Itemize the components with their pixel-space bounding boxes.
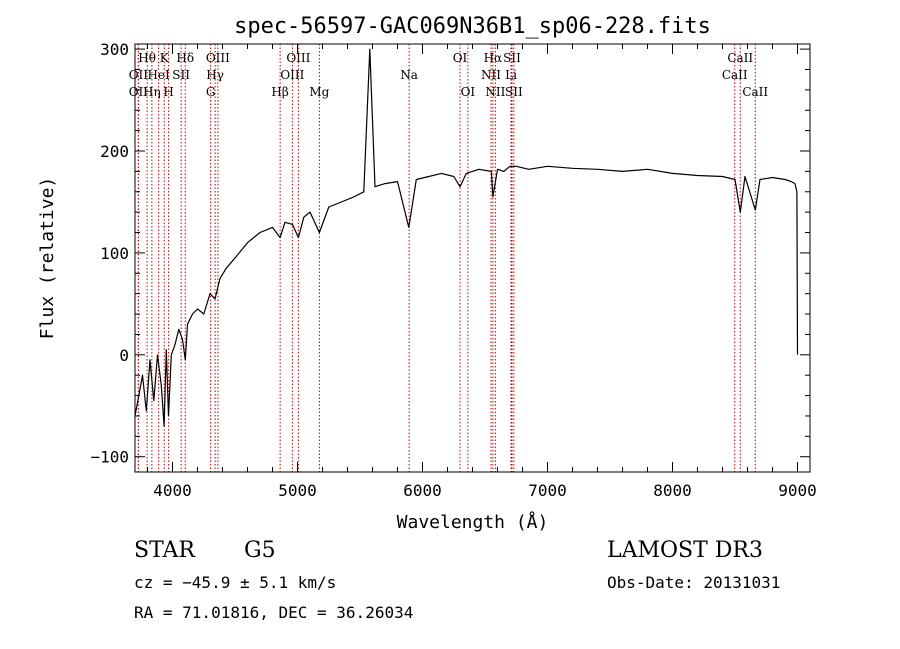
- line-label-22: Li: [505, 68, 517, 82]
- line-label-21: NII: [485, 85, 505, 99]
- line-label-19: NII: [481, 68, 501, 82]
- line-label-1: Hθ: [138, 51, 156, 65]
- line-label-26: CaII: [727, 51, 753, 65]
- line-label-27: CaII: [742, 85, 768, 99]
- line-label-8: Hδ: [176, 51, 194, 65]
- line-label-5: K: [160, 51, 170, 65]
- y-axis-label: Flux (relative): [37, 177, 58, 340]
- line-label-0: OII: [129, 85, 149, 99]
- line-label-25: CaII: [722, 68, 748, 82]
- line-label-24: SII: [505, 85, 523, 99]
- x-tick-label-5: 9000: [778, 481, 817, 500]
- object-subclass: G5: [244, 538, 276, 563]
- x-tick-label-0: 4000: [153, 481, 192, 500]
- line-label-12: Hβ: [271, 85, 288, 99]
- x-tick-label-1: 5000: [278, 481, 317, 500]
- coords-text: RA = 71.01816, DEC = 36.26034: [134, 603, 414, 622]
- flux-line: [134, 48, 799, 427]
- x-tick-label-2: 6000: [403, 481, 442, 500]
- y-tick-label-0: −100: [90, 448, 129, 467]
- y-tick-label-4: 300: [100, 40, 129, 59]
- line-label-13: OIII: [280, 68, 304, 82]
- line-label-2: OII: [129, 68, 149, 82]
- obs-date-text: Obs-Date: 20131031: [607, 573, 781, 592]
- plot-frame: [134, 43, 811, 473]
- line-label-20: Hα: [484, 51, 503, 65]
- line-label-16: Na: [400, 68, 418, 82]
- redshift-text: cz = −45.9 ± 5.1 km/s: [134, 573, 337, 592]
- x-tick-label-4: 8000: [653, 481, 692, 500]
- y-tick-label-1: 0: [119, 346, 129, 365]
- line-label-6: H: [163, 85, 173, 99]
- line-label-23: SII: [503, 51, 521, 65]
- chart-title: spec-56597-GAC069N36B1_sp06-228.fits: [234, 14, 711, 39]
- line-label-7: SII: [172, 68, 190, 82]
- line-label-10: Hγ: [206, 68, 224, 82]
- y-tick-label-3: 200: [100, 142, 129, 161]
- line-label-18: OI: [461, 85, 476, 99]
- line-label-9: G: [206, 85, 216, 99]
- line-label-17: OI: [453, 51, 468, 65]
- survey-name: LAMOST DR3: [607, 538, 763, 563]
- x-tick-label-3: 7000: [528, 481, 567, 500]
- y-tick-label-2: 100: [100, 244, 129, 263]
- object-class: STAR: [134, 538, 195, 563]
- line-label-14: OIII: [286, 51, 310, 65]
- line-label-11: OIII: [206, 51, 230, 65]
- line-label-4: HeI: [147, 68, 170, 82]
- line-label-3: Hη: [143, 85, 161, 99]
- x-axis-label: Wavelength (Å): [397, 511, 549, 533]
- line-label-15: Mg: [309, 85, 329, 99]
